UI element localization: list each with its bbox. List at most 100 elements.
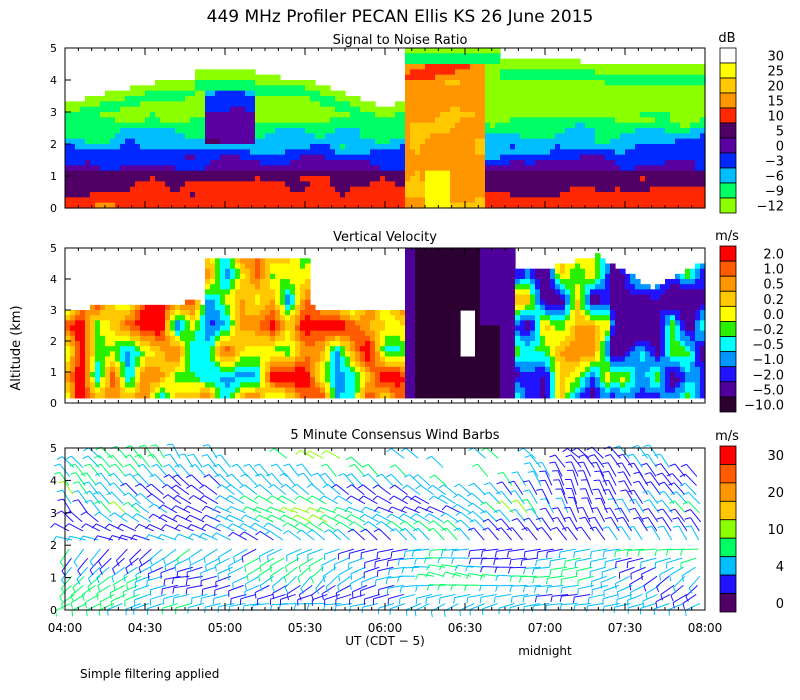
heatmap-cell	[220, 90, 226, 97]
heatmap-cell	[435, 320, 441, 327]
heatmap-cell	[615, 122, 621, 129]
heatmap-cell	[165, 202, 171, 209]
heatmap-cell	[260, 294, 266, 301]
heatmap-cell	[215, 128, 221, 134]
heatmap-cell	[225, 176, 231, 182]
heatmap-cell	[530, 128, 536, 134]
heatmap-cell	[450, 294, 456, 301]
heatmap-cell	[400, 186, 406, 193]
heatmap-cell	[65, 382, 71, 389]
heatmap-cell	[600, 202, 606, 209]
heatmap-cell	[600, 106, 606, 113]
heatmap-cell	[615, 197, 621, 204]
heatmap-cell	[470, 186, 476, 193]
heatmap-cell	[95, 351, 101, 358]
heatmap-cell	[590, 80, 596, 86]
heatmap-cell	[95, 197, 101, 204]
heatmap-cell	[450, 279, 456, 285]
heatmap-cell	[240, 149, 246, 156]
heatmap-cell	[140, 176, 146, 182]
heatmap-cell	[185, 128, 191, 134]
heatmap-cell	[565, 192, 571, 198]
heatmap-cell	[590, 181, 596, 188]
heatmap-cell	[535, 160, 541, 166]
heatmap-cell	[165, 170, 171, 177]
heatmap-cell	[520, 96, 526, 102]
heatmap-cell	[510, 202, 516, 209]
heatmap-cell	[135, 304, 141, 311]
heatmap-cell	[200, 325, 206, 332]
heatmap-cell	[130, 351, 136, 358]
heatmap-cell	[700, 64, 706, 70]
heatmap-cell	[580, 133, 586, 140]
heatmap-cell	[250, 341, 256, 347]
heatmap-cell	[170, 387, 176, 394]
heatmap-cell	[285, 361, 291, 368]
heatmap-cell	[500, 160, 506, 166]
heatmap-cell	[390, 372, 396, 378]
heatmap-cell	[670, 69, 676, 76]
heatmap-cell	[295, 96, 301, 102]
heatmap-cell	[470, 80, 476, 86]
heatmap-cell	[265, 85, 271, 92]
heatmap-cell	[440, 325, 446, 332]
heatmap-cell	[695, 192, 701, 198]
heatmap-cell	[640, 117, 646, 124]
heatmap-cell	[210, 372, 216, 378]
heatmap-cell	[445, 382, 451, 389]
heatmap-cell	[635, 80, 641, 86]
heatmap-cell	[655, 101, 661, 108]
heatmap-cell	[235, 90, 241, 97]
heatmap-cell	[620, 176, 626, 182]
heatmap-cell	[320, 346, 326, 352]
heatmap-cell	[240, 85, 246, 92]
heatmap-cell	[260, 335, 266, 342]
heatmap-cell	[630, 64, 636, 70]
heatmap-cell	[455, 85, 461, 92]
heatmap-cell	[175, 96, 181, 102]
heatmap-cell	[185, 325, 191, 332]
heatmap-cell	[695, 128, 701, 134]
heatmap-cell	[300, 170, 306, 177]
heatmap-cell	[435, 284, 441, 290]
heatmap-cell	[615, 80, 621, 86]
heatmap-cell	[180, 154, 186, 161]
heatmap-cell	[410, 258, 416, 265]
heatmap-cell	[540, 186, 546, 193]
heatmap-cell	[190, 176, 196, 182]
heatmap-cell	[630, 181, 636, 188]
heatmap-cell	[455, 48, 461, 54]
heatmap-cell	[285, 372, 291, 378]
heatmap-cell	[225, 356, 231, 363]
heatmap-cell	[395, 101, 401, 108]
heatmap-cell	[75, 165, 81, 172]
heatmap-cell	[285, 128, 291, 134]
heatmap-cell	[260, 112, 266, 118]
heatmap-cell	[655, 186, 661, 193]
heatmap-cell	[655, 144, 661, 150]
heatmap-cell	[275, 74, 281, 81]
heatmap-cell	[190, 154, 196, 161]
heatmap-cell	[220, 176, 226, 182]
heatmap-cell	[165, 325, 171, 332]
heatmap-cell	[410, 58, 416, 65]
heatmap-cell	[335, 112, 341, 118]
heatmap-cell	[265, 320, 271, 327]
heatmap-cell	[285, 149, 291, 156]
heatmap-cell	[375, 330, 381, 337]
heatmap-cell	[170, 197, 176, 204]
heatmap-cell	[455, 192, 461, 198]
heatmap-cell	[550, 160, 556, 166]
heatmap-cell	[515, 80, 521, 86]
heatmap-cell	[100, 377, 106, 383]
heatmap-cell	[465, 133, 471, 140]
heatmap-cell	[120, 154, 126, 161]
heatmap-cell	[180, 356, 186, 363]
heatmap-cell	[215, 90, 221, 97]
heatmap-cell	[370, 387, 376, 394]
heatmap-cell	[280, 85, 286, 92]
heatmap-cell	[160, 315, 166, 321]
heatmap-cell	[675, 128, 681, 134]
heatmap-cell	[700, 128, 706, 134]
heatmap-cell	[330, 330, 336, 337]
